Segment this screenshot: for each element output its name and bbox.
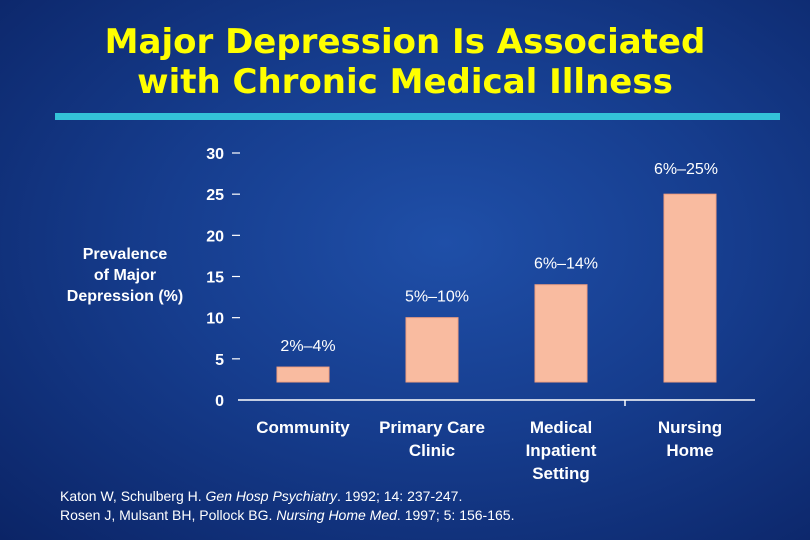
slide-title-line-2: with Chronic Medical Illness	[137, 62, 673, 102]
data-label: 5%–10%	[405, 289, 469, 306]
citation-1-details: . 1992; 14: 237-247.	[337, 488, 463, 504]
data-label: 6%–14%	[534, 256, 598, 273]
y-tick-label: 30	[206, 146, 224, 163]
citation-line-2: Rosen J, Mulsant BH, Pollock BG. Nursing…	[60, 506, 514, 525]
x-tick-label: Home	[666, 441, 713, 460]
citation-2-details: . 1997; 5: 156-165.	[396, 507, 515, 523]
x-tick-label: Inpatient	[526, 441, 597, 460]
data-label: 2%–4%	[280, 338, 335, 355]
y-tick-label: 5	[215, 352, 224, 369]
citation: Katon W, Schulberg H. Gen Hosp Psychiatr…	[60, 487, 514, 525]
y-tick-label: 0	[215, 393, 224, 410]
y-axis-label-line-1: Prevalence	[82, 246, 168, 263]
citation-2-journal: Nursing Home Med	[276, 507, 397, 523]
x-tick-label: Setting	[532, 464, 590, 483]
x-tick-label: Nursing	[658, 418, 722, 437]
y-axis-label: Prevalence of Major Depression (%)	[40, 244, 210, 307]
x-tick-label: Primary Care	[379, 418, 485, 437]
data-label: 6%–25%	[654, 161, 718, 178]
x-tick-label: Clinic	[409, 441, 455, 460]
citation-2-authors: Rosen J, Mulsant BH, Pollock BG.	[60, 507, 277, 523]
y-axis-label-line-2: of Major	[93, 267, 157, 284]
y-tick-label: 25	[206, 187, 224, 204]
bar	[276, 366, 330, 383]
y-tick-label: 15	[206, 270, 224, 287]
citation-line-1: Katon W, Schulberg H. Gen Hosp Psychiatr…	[60, 487, 514, 506]
y-axis-label-line-3: Depression (%)	[66, 288, 184, 305]
citation-1-authors: Katon W, Schulberg H.	[60, 488, 206, 504]
citation-1-journal: Gen Hosp Psychiatry	[205, 488, 338, 504]
bar	[534, 284, 588, 383]
bar	[405, 317, 459, 383]
x-tick-label: Community	[256, 418, 350, 437]
slide-title: Major Depression Is Associated with Chro…	[0, 22, 810, 102]
bar	[663, 193, 717, 383]
slide-title-line-1: Major Depression Is Associated	[104, 22, 706, 62]
x-tick-label: Medical	[530, 418, 592, 437]
title-underline-rule	[55, 113, 780, 120]
y-tick-label: 10	[206, 311, 224, 328]
y-tick-label: 20	[206, 228, 224, 245]
